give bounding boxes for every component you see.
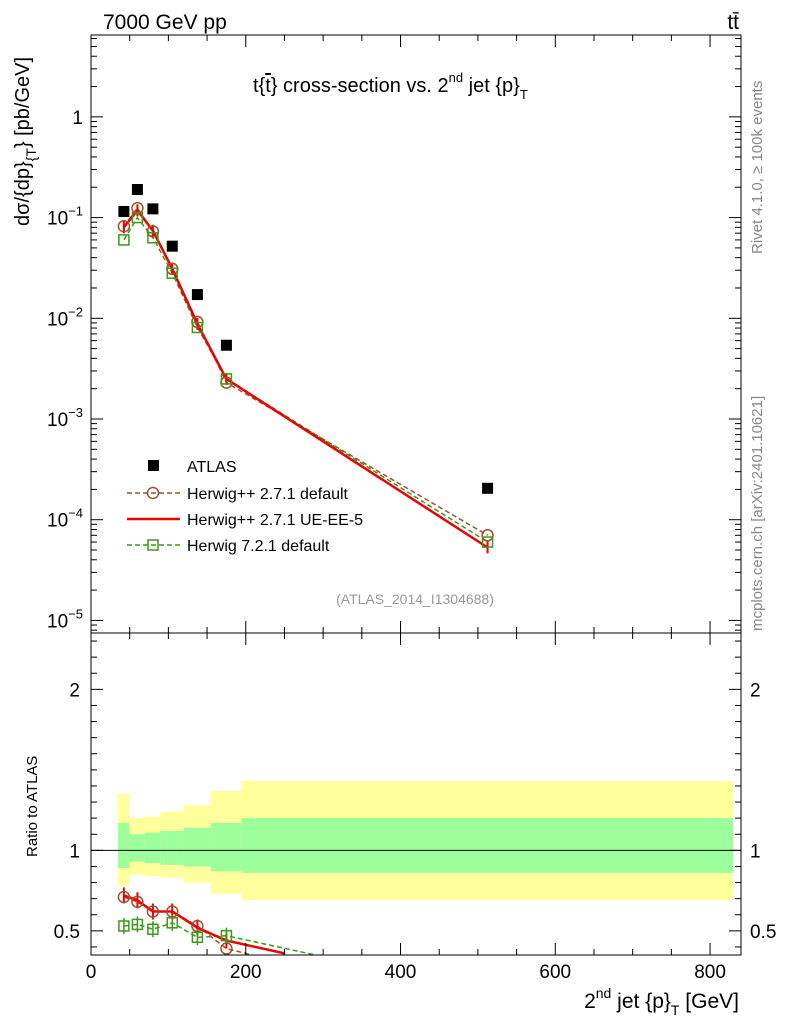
main-point-herwig721-1: [131, 211, 144, 224]
ratio-point-herwig721-0: [118, 920, 130, 932]
legend-herwig721-marker: [147, 539, 159, 551]
header-right: tt̄: [727, 11, 739, 34]
ratio-point-herwigpp-default-2: [146, 905, 160, 918]
main-y-tick-label-4: 10−4: [47, 506, 83, 532]
main-title: t{t} cross-section vs. 2nd jet {p}T: [253, 70, 528, 102]
ratio-series-layer: [117, 887, 316, 955]
main-y-tick-label-2: 10−2: [47, 304, 83, 330]
x-tick-label-400: 400: [385, 962, 417, 983]
main-point-herwig721-4: [191, 321, 204, 334]
main-point-atlas-1: [131, 184, 143, 196]
main-point-herwigpp-default-2: [146, 225, 160, 238]
x-tick-label-0: 0: [86, 962, 97, 983]
main-point-atlas-6: [482, 482, 494, 494]
ratio-y-axis-label: Ratio to ATLAS: [24, 756, 41, 857]
ratio-band-inner-1: [129, 834, 146, 862]
ratio-point-herwig721-1: [131, 918, 144, 931]
legend-atlas-marker: [148, 460, 159, 471]
main-point-atlas-0: [118, 205, 130, 217]
ratio-point-herwigpp-default-5: [220, 942, 233, 955]
ratio-band-inner-6: [241, 818, 734, 873]
header-left: 7000 GeV pp: [103, 11, 227, 34]
rivet-version-label: Rivet 4.1.0, ≥ 100k events: [749, 81, 766, 254]
ratio-uncertainty-bands: [118, 781, 734, 901]
ratio-y-tick-label-right-2: 2: [750, 680, 761, 701]
legend-herwigpp-default-label: Herwig++ 2.7.1 default: [187, 486, 349, 503]
ratio-point-herwig721-5: [220, 929, 233, 942]
ratio-point-herwig721-4: [191, 931, 204, 944]
ratio-band-inner-4: [183, 827, 211, 867]
main-y-tick-label-5: 10−5: [47, 606, 83, 632]
main-series-layer: [117, 184, 494, 554]
legend-herwigpp-default: Herwig++ 2.7.1 default: [127, 486, 349, 503]
main-point-atlas-4: [191, 289, 203, 301]
main-y-axis-label: dσ/{dp}{T} [pb/GeV]: [12, 57, 39, 226]
legend-herwigpp-ueee5-label: Herwig++ 2.7.1 UE-EE-5: [187, 512, 363, 529]
ratio-band-inner-2: [145, 832, 161, 864]
ratio-point-herwigpp-default-1: [131, 895, 144, 909]
main-point-herwig721-3: [166, 267, 178, 280]
main-point-herwigpp-default-0: [117, 220, 131, 233]
ratio-band-inner-3: [160, 831, 184, 865]
axis-ticks: 0 200 400 600 800 1 10−1 10−2 10−3 10−4 10−5 0.5 0.5…: [47, 35, 776, 983]
main-y-tick-label-1: 10−1: [47, 204, 83, 230]
legend-herwig721: Herwig 7.2.1 default: [127, 538, 330, 555]
legend-herwigpp-ueee5: Herwig++ 2.7.1 UE-EE-5: [127, 512, 363, 529]
x-axis-label: 2nd jet {p}T [GeV]: [584, 985, 739, 1018]
x-tick-label-200: 200: [230, 962, 262, 983]
main-point-herwig721-6: [481, 536, 494, 548]
ratio-panel-frame: [90, 632, 742, 956]
main-y-tick-label-3: 10−3: [47, 405, 83, 431]
legend-herwig721-label: Herwig 7.2.1 default: [187, 538, 330, 555]
legend-herwigpp-default-marker: [146, 486, 160, 500]
main-point-atlas-3: [166, 240, 178, 252]
ratio-y-tick-label-left-1: 1: [69, 841, 80, 862]
main-point-herwig721-2: [147, 232, 159, 244]
main-point-herwig721-0: [118, 234, 130, 246]
ratio-band-inner-0: [118, 822, 130, 869]
main-point-atlas-5: [220, 339, 232, 351]
legend-atlas: ATLAS: [148, 459, 237, 476]
ratio-band-inner-5: [210, 822, 242, 872]
ratio-point-herwig721-3: [166, 917, 178, 929]
x-tick-label-600: 600: [539, 962, 571, 983]
main-point-herwigpp-default-1: [131, 201, 144, 215]
ratio-y-tick-label-right-0: 0.5: [750, 922, 776, 943]
main-y-tick-label-0: 1: [72, 108, 83, 129]
x-tick-label-800: 800: [694, 962, 726, 983]
ratio-y-tick-label-left-0: 0.5: [54, 922, 80, 943]
main-point-herwig721-5: [220, 373, 233, 385]
ratio-point-herwigpp-default-4: [191, 919, 204, 933]
mcplots-source-label: mcplots.cern.ch [arXiv:2401.10621]: [749, 396, 766, 631]
main-point-atlas-2: [147, 203, 159, 215]
ratio-point-herwigpp-default-3: [166, 905, 179, 918]
analysis-id-label: (ATLAS_2014_I1304688): [336, 591, 494, 607]
legend-atlas-label: ATLAS: [187, 459, 237, 476]
legend: ATLAS Herwig++ 2.7.1 default Herwig++ 2.…: [127, 459, 363, 555]
ratio-y-tick-label-right-1: 1: [750, 841, 761, 862]
main-point-herwigpp-default-6: [481, 529, 494, 542]
ratio-point-herwig721-2: [147, 923, 159, 935]
ratio-y-tick-label-left-2: 2: [69, 680, 80, 701]
ratio-point-herwigpp-default-0: [117, 890, 131, 904]
